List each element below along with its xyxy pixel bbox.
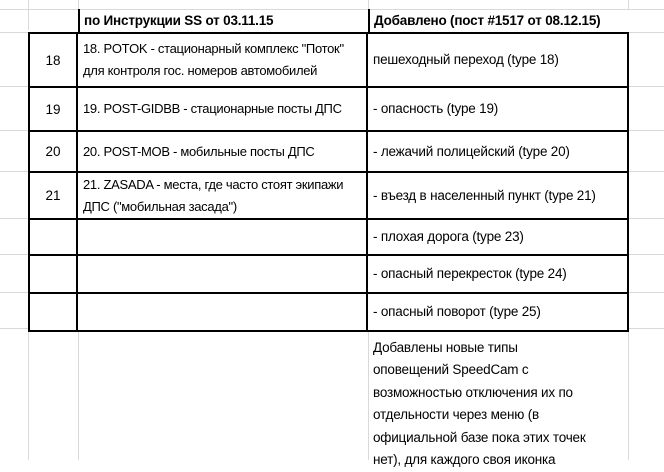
added-cell[interactable]: - опасность (type 19) xyxy=(373,101,499,116)
gridline xyxy=(78,330,79,460)
added-cell[interactable]: - въезд в населенный пункт (type 21) xyxy=(373,187,596,203)
row-number-cell[interactable] xyxy=(30,220,78,254)
description-cell[interactable]: 18. POTOK - стационарный комплекс "Поток… xyxy=(78,34,368,86)
table-body: 18 18. POTOK - стационарный комплекс "По… xyxy=(28,32,629,332)
table-row: - опасный поворот (type 25) xyxy=(30,294,627,330)
description-cell[interactable] xyxy=(78,220,368,254)
gridline xyxy=(28,330,29,460)
description-cell[interactable]: 20. POST-MOB - мобильные посты ДПС xyxy=(78,132,368,171)
gridline xyxy=(628,330,629,460)
header-cell-instruction[interactable]: по Инструкции SS от 03.11.15 xyxy=(78,9,368,32)
added-cell[interactable]: - опасный поворот (type 25) xyxy=(373,304,541,319)
row-number-cell[interactable]: 20 xyxy=(30,132,78,171)
gridline xyxy=(0,9,664,10)
table-row: 19 19. POST-GIDBB - стационарные посты Д… xyxy=(30,88,627,132)
table-row: 21 21. ZASADA - места, где часто стоят э… xyxy=(30,173,627,220)
row-number-cell[interactable]: 21 xyxy=(30,173,78,218)
table-row: 20 20. POST-MOB - мобильные посты ДПС - … xyxy=(30,132,627,173)
description-cell[interactable] xyxy=(78,256,368,292)
added-cell[interactable]: пешеходный переход (type 18) xyxy=(373,52,559,67)
header-cell-added[interactable]: Добавлено (пост #1517 от 08.12.15) xyxy=(368,9,629,32)
gridline xyxy=(78,0,79,9)
gridline xyxy=(628,0,629,9)
description-cell[interactable] xyxy=(78,294,368,330)
table-row: 18 18. POTOK - стационарный комплекс "По… xyxy=(30,34,627,88)
table-header-row: по Инструкции SS от 03.11.15 Добавлено (… xyxy=(28,9,629,32)
row-number-cell[interactable]: 19 xyxy=(30,88,78,130)
description-cell[interactable]: 21. ZASADA - места, где часто стоят экип… xyxy=(78,173,368,218)
added-cell[interactable]: - опасный перекресток (type 24) xyxy=(373,266,567,281)
added-cell[interactable]: - плохая дорога (type 23) xyxy=(373,229,524,244)
row-number-cell[interactable] xyxy=(30,256,78,292)
gridline xyxy=(28,0,29,30)
description-cell[interactable]: 19. POST-GIDBB - стационарные посты ДПС xyxy=(78,88,368,130)
added-cell[interactable]: - лежачий полицейский (type 20) xyxy=(373,143,570,159)
row-number-cell[interactable]: 18 xyxy=(30,34,78,86)
table-row: - опасный перекресток (type 24) xyxy=(30,256,627,294)
speedcam-types-table: по Инструкции SS от 03.11.15 Добавлено (… xyxy=(28,9,629,332)
note-text[interactable]: Добавлены новые типы оповещений SpeedCam… xyxy=(373,340,586,468)
table-row: - плохая дорога (type 23) xyxy=(30,220,627,256)
gridline xyxy=(368,0,369,9)
gridline xyxy=(368,330,369,460)
row-number-cell[interactable] xyxy=(30,294,78,330)
